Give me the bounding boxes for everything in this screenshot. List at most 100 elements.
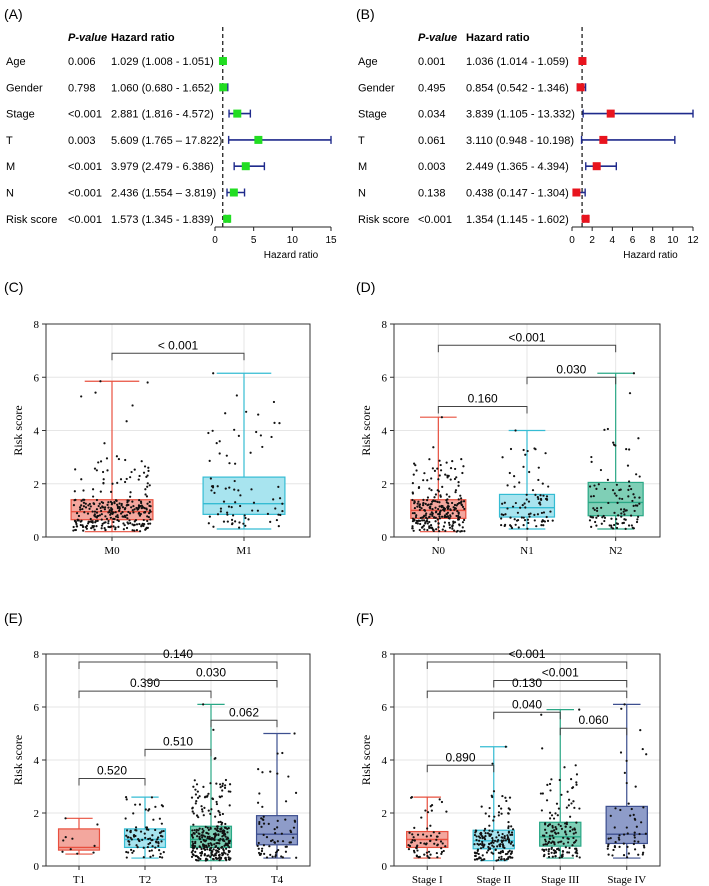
data-point — [418, 508, 421, 512]
data-point — [564, 831, 567, 834]
data-point — [195, 847, 199, 850]
data-point — [234, 462, 237, 465]
data-point — [428, 487, 431, 490]
data-point — [548, 834, 551, 837]
data-point — [280, 832, 283, 835]
data-point — [277, 525, 280, 528]
data-point — [618, 497, 621, 500]
data-point — [578, 708, 581, 711]
hr-marker — [578, 57, 587, 65]
y-tick-label: 4 — [382, 755, 388, 767]
data-point — [202, 785, 205, 788]
x-tick-label: 0 — [569, 235, 575, 246]
data-point — [638, 502, 641, 505]
data-point — [638, 832, 641, 836]
data-point — [609, 814, 612, 817]
comparison-bracket — [78, 661, 278, 669]
data-point — [212, 372, 215, 375]
data-point — [159, 834, 163, 837]
comparison-bracket — [78, 690, 212, 699]
data-point — [227, 849, 230, 853]
data-point — [218, 839, 221, 842]
data-point — [228, 783, 232, 786]
data-point — [445, 512, 448, 515]
data-point — [500, 812, 503, 815]
data-point — [93, 528, 96, 531]
data-point — [116, 481, 119, 484]
data-point — [497, 838, 500, 842]
data-point — [426, 499, 429, 502]
data-point — [226, 513, 229, 516]
data-point — [603, 516, 607, 519]
data-point — [148, 500, 151, 504]
data-point — [208, 459, 211, 462]
data-point — [113, 502, 116, 505]
data-point — [438, 515, 441, 518]
data-point — [542, 511, 546, 514]
data-point — [93, 844, 96, 847]
data-point — [102, 481, 105, 485]
x-tick-label: T3 — [205, 874, 218, 886]
data-point — [554, 855, 557, 858]
data-point — [206, 848, 209, 851]
data-point — [221, 854, 224, 857]
data-point — [272, 498, 275, 501]
data-point — [277, 485, 280, 488]
data-point — [461, 471, 464, 475]
data-point — [145, 475, 148, 478]
data-point — [473, 858, 477, 861]
data-point — [117, 525, 120, 528]
data-point — [224, 847, 228, 850]
data-point — [101, 501, 105, 504]
data-point — [431, 507, 434, 511]
data-point — [500, 807, 503, 810]
data-point — [115, 515, 118, 518]
data-point — [247, 518, 250, 521]
data-point — [622, 510, 625, 513]
data-point — [506, 836, 510, 839]
data-point — [107, 506, 110, 509]
hr-marker — [581, 214, 590, 223]
data-point — [597, 514, 600, 517]
data-point — [418, 528, 421, 532]
data-point — [61, 850, 64, 853]
data-point — [612, 441, 615, 444]
data-point — [575, 783, 578, 786]
data-point — [227, 841, 230, 845]
data-point — [438, 513, 441, 516]
data-point — [463, 530, 466, 533]
data-point — [139, 505, 142, 508]
data-point — [415, 469, 418, 472]
data-point — [501, 832, 504, 836]
data-point — [501, 502, 504, 505]
data-point — [194, 858, 198, 862]
data-point — [500, 517, 503, 520]
data-point — [492, 819, 495, 822]
data-point — [147, 512, 151, 515]
data-point — [202, 703, 205, 706]
data-point — [128, 843, 131, 846]
data-point — [479, 847, 483, 850]
data-point — [128, 512, 132, 515]
data-point — [146, 526, 149, 529]
comparison-bracket — [559, 727, 628, 736]
data-point — [228, 846, 231, 849]
data-point — [590, 455, 593, 459]
comparison-pvalue: 0.510 — [163, 734, 193, 748]
data-point — [523, 519, 527, 522]
x-tick-label: 2 — [589, 235, 595, 246]
row-pvalue: <0.001 — [68, 188, 102, 200]
data-point — [289, 829, 292, 832]
data-point — [422, 833, 425, 836]
data-point — [434, 506, 437, 509]
y-tick-label: 0 — [382, 861, 388, 873]
data-point — [542, 519, 545, 523]
data-point — [89, 517, 92, 521]
data-point — [130, 506, 133, 509]
data-point — [249, 451, 252, 454]
data-point — [259, 853, 262, 856]
data-point — [627, 488, 630, 491]
data-point — [293, 732, 296, 735]
data-point — [207, 844, 210, 847]
data-point — [642, 806, 645, 809]
